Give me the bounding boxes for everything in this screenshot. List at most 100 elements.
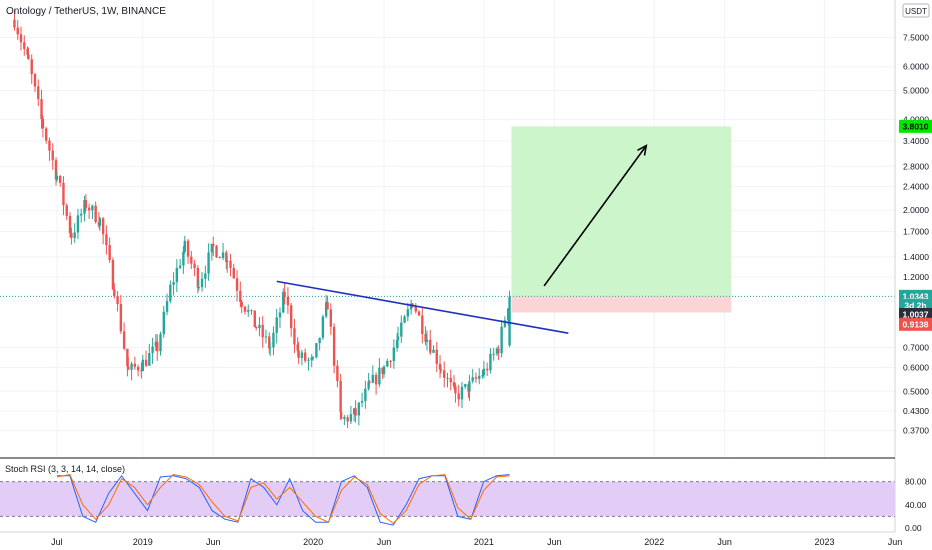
candle-body [357, 402, 361, 416]
candle-body [162, 311, 165, 335]
candle-body [400, 322, 403, 337]
projection-arrow[interactable] [543, 144, 648, 287]
candle-body [424, 334, 427, 342]
candle-body [156, 341, 159, 352]
x-tick-label: 2020 [303, 537, 323, 547]
candle-body [55, 175, 59, 180]
candle-body [389, 360, 392, 362]
x-tick-label: 2023 [815, 537, 835, 547]
y-tick-label: 1.2000 [903, 272, 929, 282]
candle-body [283, 292, 286, 297]
target-zone[interactable] [511, 126, 732, 297]
price-badge-label: 0.9138 [903, 319, 929, 329]
candle-body [339, 412, 343, 419]
candle-body [76, 215, 80, 233]
candle-body [343, 417, 346, 419]
candle-body [247, 310, 250, 312]
y-tick-label: 5.0000 [903, 86, 929, 96]
candle-body [264, 336, 268, 338]
price-badge: 3.8010 [899, 119, 932, 133]
x-tick-label: Jun [377, 537, 392, 547]
x-tick-label: Jun [888, 537, 903, 547]
candle-body [210, 243, 214, 253]
candle-body [108, 245, 111, 261]
candle-body [482, 368, 486, 376]
candle-body [16, 27, 19, 35]
candle-body [449, 377, 452, 383]
chart-title: Ontology / TetherUS, 1W, BINANCE [6, 6, 166, 17]
candle-body [489, 353, 492, 371]
candle-body [13, 19, 16, 28]
stoch-rsi-panel: Stoch RSI (3, 3, 14, 14, close) [0, 464, 895, 526]
stop-zone[interactable] [511, 296, 732, 313]
time-axis[interactable]: Jul 2019 Jun 2020 Jun 2021 Jun 2022 Jun 2023 Jun [51, 537, 902, 547]
x-tick-label: 2019 [133, 537, 153, 547]
candle-body [300, 352, 304, 358]
candle-body [438, 363, 442, 370]
price-badge-bg [899, 317, 932, 331]
y-tick-label: 4.0000 [903, 115, 929, 125]
candle-body [33, 73, 37, 87]
rsi-tick-label: 0.00 [905, 523, 922, 533]
candle-body [471, 377, 474, 382]
candle-body [296, 344, 299, 351]
rsi-title: Stoch RSI (3, 3, 14, 14, close) [5, 464, 125, 474]
candle-body [346, 417, 349, 422]
candle-body [151, 346, 154, 354]
y-tick-label: 2.4000 [903, 181, 929, 191]
candle-body [178, 265, 182, 268]
candle-body [349, 414, 353, 422]
candle-body [297, 350, 300, 358]
candle-body [30, 59, 33, 74]
candle-body [73, 232, 76, 238]
y-tick-label: 0.7000 [903, 342, 929, 352]
candle-body [83, 199, 86, 214]
price-badge-label: 1.0343 [903, 291, 929, 301]
candle-body [122, 331, 126, 349]
x-tick-label: Jun [206, 537, 221, 547]
candle-body [215, 246, 218, 258]
y-tick-label: 6.0000 [903, 62, 929, 72]
candle-body [464, 384, 467, 387]
candle-body [352, 408, 356, 415]
candle-body [332, 326, 336, 366]
candle-body [395, 340, 399, 348]
y-tick-label: 0.6000 [903, 362, 929, 372]
candle-body [27, 54, 30, 60]
price-badge: 0.9138 [899, 317, 932, 331]
candle-body [172, 282, 175, 285]
candle-body [68, 215, 72, 233]
candle-body [26, 48, 29, 55]
candle-body [275, 317, 278, 333]
candle-body [105, 234, 108, 246]
candle-body [261, 324, 264, 338]
candle-body [429, 339, 432, 353]
rsi-line [56, 474, 510, 525]
candle-body [84, 199, 88, 208]
candle-body [421, 315, 424, 335]
candle-body [144, 359, 148, 366]
candle-body [235, 278, 239, 291]
candle-body [87, 207, 91, 211]
candle-body [239, 290, 242, 302]
candle-body [329, 309, 333, 327]
candle-body [460, 386, 464, 400]
y-tick-label: 2.0000 [903, 205, 929, 215]
candle-body [478, 375, 481, 379]
position-zones [511, 126, 732, 313]
rsi-axis[interactable]: 80.00 40.00 0.00 [905, 477, 927, 533]
candle-body [508, 296, 511, 346]
x-tick-label: 2022 [644, 537, 664, 547]
rsi-lines [56, 474, 510, 526]
y-tick-label: 3.4000 [903, 136, 929, 146]
candle-body [268, 347, 272, 349]
candle-body [481, 375, 484, 377]
candle-body [307, 359, 310, 361]
candle-body [303, 352, 307, 361]
candle-body [386, 360, 389, 367]
candle-body [23, 42, 26, 49]
resistance-trendline[interactable] [276, 280, 569, 334]
currency-button[interactable]: USDT [902, 3, 930, 18]
candle-body [454, 386, 457, 394]
y-tick-label: 1.7000 [903, 226, 929, 236]
